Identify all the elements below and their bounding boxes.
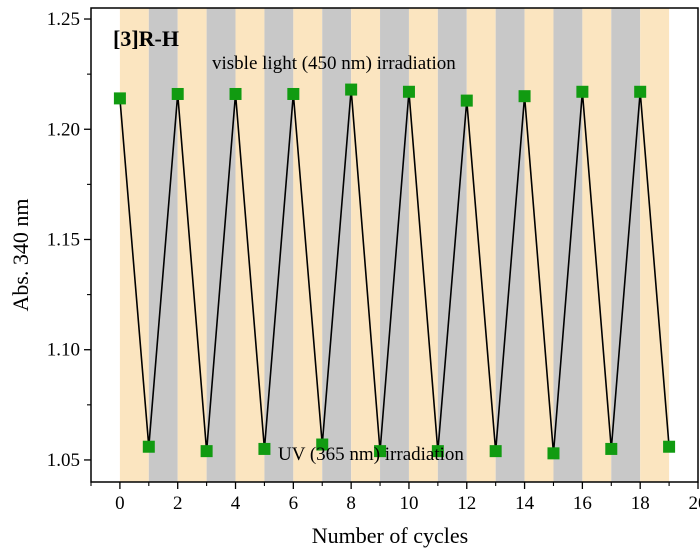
data-point bbox=[634, 85, 647, 98]
data-point bbox=[489, 445, 502, 458]
x-tick-label: 8 bbox=[346, 493, 356, 514]
background-band bbox=[640, 8, 670, 482]
data-point bbox=[402, 85, 415, 98]
background-band bbox=[322, 8, 352, 482]
background-band bbox=[148, 8, 178, 482]
x-tick-label: 16 bbox=[573, 493, 592, 514]
data-point bbox=[663, 440, 676, 453]
data-point bbox=[142, 440, 155, 453]
background-band bbox=[351, 8, 381, 482]
series-line-layer bbox=[119, 89, 670, 454]
background-band bbox=[524, 8, 554, 482]
background-bands bbox=[119, 8, 670, 482]
background-band bbox=[466, 8, 496, 482]
x-axis-label: Number of cycles bbox=[312, 523, 468, 548]
data-point bbox=[200, 445, 213, 458]
background-band bbox=[380, 8, 409, 482]
x-tick-label: 20 bbox=[689, 493, 700, 514]
y-tick-label: 1.20 bbox=[47, 119, 80, 140]
background-band bbox=[408, 8, 438, 482]
uv-annotation: UV (365 nm) irradiation bbox=[278, 444, 464, 465]
data-point bbox=[229, 87, 242, 100]
y-tick-label: 1.15 bbox=[47, 229, 80, 250]
x-tick-label: 10 bbox=[399, 493, 418, 514]
data-point bbox=[460, 94, 473, 107]
data-point bbox=[431, 445, 444, 458]
x-tick-label: 0 bbox=[115, 493, 125, 514]
data-point bbox=[258, 442, 271, 455]
data-point bbox=[287, 87, 300, 100]
background-band bbox=[437, 8, 467, 482]
y-tick-label: 1.10 bbox=[47, 340, 80, 361]
x-tick-label: 6 bbox=[289, 493, 299, 514]
x-axis-ticks: 0 2 4 6 8 10 12 14 16 18 20 bbox=[90, 482, 700, 514]
data-point bbox=[374, 445, 387, 458]
y-tick-label: 1.05 bbox=[47, 450, 80, 471]
background-band bbox=[293, 8, 323, 482]
panel-label: [3]R-H bbox=[113, 26, 179, 51]
x-tick-label: 4 bbox=[231, 493, 241, 514]
background-band bbox=[495, 8, 525, 482]
y-tick-label: 1.25 bbox=[47, 9, 80, 30]
x-tick-label: 18 bbox=[631, 493, 650, 514]
background-band bbox=[264, 8, 294, 482]
data-point bbox=[518, 90, 531, 103]
data-point bbox=[547, 447, 560, 460]
background-band bbox=[235, 8, 265, 482]
series-line bbox=[119, 89, 670, 454]
background-band bbox=[177, 8, 207, 482]
y-axis-label: Abs. 340 nm bbox=[8, 198, 33, 311]
data-point bbox=[605, 442, 618, 455]
data-point bbox=[316, 438, 329, 451]
y-axis-ticks: 1.05 1.10 1.15 1.20 1.25 bbox=[47, 9, 91, 471]
data-point bbox=[345, 83, 358, 96]
x-tick-label: 14 bbox=[515, 493, 535, 514]
background-band bbox=[553, 8, 583, 482]
background-band bbox=[206, 8, 236, 482]
data-point bbox=[171, 87, 184, 100]
background-band bbox=[611, 8, 641, 482]
plot-frame bbox=[90, 7, 699, 483]
data-point bbox=[113, 92, 126, 105]
data-markers bbox=[113, 83, 676, 460]
background-band bbox=[119, 8, 149, 482]
x-tick-label: 2 bbox=[173, 493, 183, 514]
data-point bbox=[576, 85, 589, 98]
visible-light-annotation: visble light (450 nm) irradiation bbox=[212, 53, 456, 74]
background-band bbox=[582, 8, 612, 482]
x-tick-label: 12 bbox=[457, 493, 476, 514]
